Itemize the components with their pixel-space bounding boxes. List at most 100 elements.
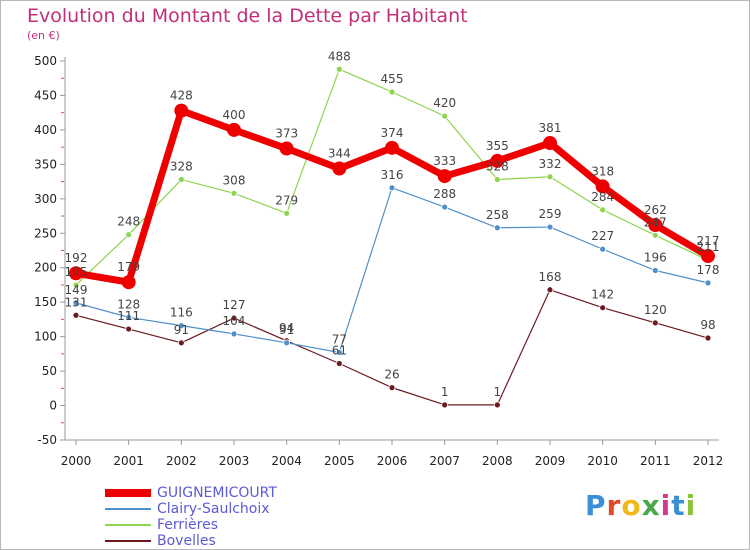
data-point	[493, 224, 501, 232]
data-label: 455	[381, 72, 404, 86]
data-point	[388, 88, 396, 96]
data-label: 111	[117, 309, 140, 323]
legend-label: Clairy-Saulchoix	[157, 501, 270, 517]
data-point	[599, 206, 607, 214]
y-tick-label: 300	[34, 192, 57, 206]
data-label: 381	[539, 121, 562, 135]
data-point	[441, 112, 449, 120]
y-tick-label: 50	[42, 364, 57, 378]
y-tick-label: 500	[34, 54, 57, 68]
data-label: 98	[700, 318, 715, 332]
x-tick-label: 2007	[429, 454, 460, 468]
data-point	[651, 267, 659, 274]
data-label: 1	[494, 385, 502, 399]
legend-swatch	[105, 508, 151, 510]
data-label: 1	[441, 385, 449, 399]
data-label: 316	[381, 168, 404, 182]
data-point	[335, 65, 343, 73]
data-label: 94	[279, 321, 294, 335]
data-point	[704, 279, 712, 287]
logo-letter: t	[671, 489, 686, 522]
data-point	[441, 203, 449, 211]
data-label: 308	[223, 173, 246, 187]
x-tick-label: 2005	[324, 454, 355, 468]
y-tick-label: 400	[34, 123, 57, 137]
data-point	[125, 325, 133, 333]
data-point	[72, 311, 80, 319]
data-label: 91	[174, 323, 189, 337]
y-tick-label: 450	[34, 88, 57, 102]
y-tick-label: 350	[34, 157, 57, 171]
data-label: 262	[644, 203, 667, 217]
data-label: 488	[328, 49, 351, 63]
data-point	[72, 299, 80, 307]
data-label: 91	[279, 323, 294, 337]
data-label: 127	[223, 298, 246, 312]
data-point	[230, 314, 238, 322]
data-point	[546, 223, 554, 231]
logo-letter: o	[621, 489, 642, 522]
data-label: 428	[170, 89, 193, 103]
y-tick-label: 200	[34, 261, 57, 275]
data-label: 344	[328, 146, 351, 160]
data-label: 196	[644, 250, 667, 264]
data-label: 149	[65, 283, 88, 297]
data-point	[493, 401, 501, 409]
data-point	[69, 266, 83, 281]
data-label: 420	[433, 96, 456, 110]
data-label: 258	[486, 208, 509, 222]
y-tick-label: -50	[37, 433, 57, 447]
x-tick-label: 2012	[693, 454, 724, 468]
data-point	[543, 136, 557, 151]
data-point	[125, 231, 133, 239]
data-label: 104	[223, 314, 246, 328]
data-label: 77	[332, 332, 347, 346]
data-point	[177, 322, 185, 330]
data-label: 328	[170, 160, 193, 174]
data-point	[651, 231, 659, 239]
data-point	[283, 209, 291, 217]
data-point	[177, 339, 185, 347]
proxiti-logo: Proxiti	[585, 489, 696, 522]
x-tick-label: 2000	[61, 454, 92, 468]
data-label: 131	[65, 295, 88, 309]
data-point	[72, 281, 80, 289]
x-tick-label: 2009	[535, 454, 566, 468]
data-point	[441, 401, 449, 409]
data-label: 168	[539, 270, 562, 284]
data-point	[283, 339, 291, 347]
legend-label: Bovelles	[157, 533, 216, 549]
y-tick-label: 0	[49, 399, 57, 413]
data-label: 142	[591, 288, 614, 302]
data-label: 116	[170, 306, 193, 320]
data-point	[437, 169, 452, 184]
x-tick-label: 2001	[113, 454, 144, 468]
data-point	[595, 179, 610, 194]
legend-swatch	[105, 540, 151, 542]
data-label: 227	[591, 229, 614, 243]
data-label: 128	[117, 297, 140, 311]
data-point	[335, 349, 343, 356]
data-label: 26	[384, 368, 399, 382]
data-point	[704, 334, 712, 342]
data-point	[546, 286, 554, 294]
axes: -50 0 50 100 150 200 250 300 350 400 450 500 2000 200…	[34, 54, 723, 468]
data-label: 175	[65, 265, 88, 279]
data-label: 332	[539, 157, 562, 171]
data-point	[121, 275, 136, 290]
data-label: 247	[644, 215, 667, 229]
y-tick-label: 150	[34, 295, 57, 309]
x-tick-label: 2004	[271, 454, 302, 468]
data-label: 333	[433, 154, 456, 168]
data-label: 284	[591, 190, 614, 204]
data-labels: 131 111 91 127 94 61 26 1 1 168 142 120 98 175 248 328 3…	[65, 49, 720, 399]
x-tick-label: 2002	[166, 454, 197, 468]
data-point	[227, 122, 241, 137]
data-label: 259	[539, 207, 562, 221]
legend-swatch	[105, 524, 151, 526]
logo-letter: x	[641, 489, 661, 522]
legend-label: GUIGNEMICOURT	[157, 485, 277, 501]
x-tick-label: 2010	[587, 454, 618, 468]
